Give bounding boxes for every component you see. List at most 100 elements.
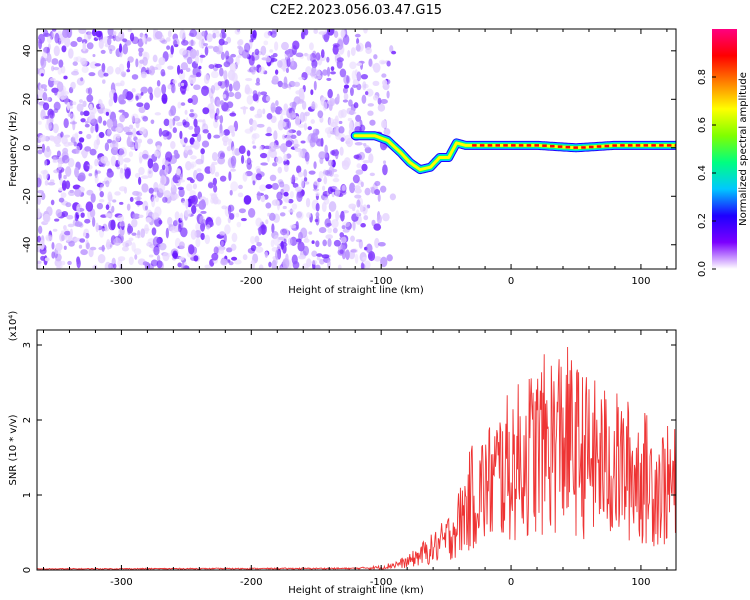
noise-blob [363, 215, 369, 221]
noise-blob [293, 81, 301, 87]
noise-blob [244, 42, 251, 53]
noise-blob [95, 170, 102, 174]
noise-blob [177, 262, 182, 268]
noise-blob [88, 248, 94, 258]
noise-blob [374, 180, 381, 187]
noise-blob [191, 94, 199, 106]
noise-blob [210, 70, 219, 79]
noise-blob [184, 109, 188, 115]
noise-blob [74, 132, 79, 140]
noise-blob [72, 61, 78, 66]
noise-blob [167, 84, 172, 90]
noise-blob [105, 213, 112, 218]
noise-blob [122, 43, 129, 55]
noise-blob [221, 205, 228, 210]
noise-blob [268, 261, 272, 268]
noise-blob [373, 223, 382, 231]
noise-blob [258, 264, 264, 269]
noise-blob [181, 200, 189, 206]
noise-blob [217, 156, 226, 165]
noise-blob [336, 57, 344, 63]
noise-blob [199, 52, 203, 64]
noise-blob [202, 42, 209, 47]
noise-blob [316, 255, 321, 261]
noise-blob [255, 82, 261, 86]
noise-blob [318, 31, 327, 35]
noise-blob [354, 253, 359, 264]
noise-blob [322, 190, 330, 197]
noise-blob [283, 238, 287, 244]
y-tick-label: 40 [22, 44, 33, 57]
noise-blob [348, 99, 353, 107]
noise-blob [247, 208, 256, 218]
noise-blob [251, 133, 257, 142]
noise-blob [38, 212, 44, 217]
noise-blob [293, 143, 300, 148]
noise-blob [102, 120, 107, 126]
noise-blob [355, 42, 364, 52]
noise-blob [295, 52, 304, 58]
noise-blob [37, 235, 42, 243]
noise-blob [372, 95, 379, 101]
noise-blob [188, 125, 194, 130]
noise-blob [356, 62, 363, 67]
noise-blob [61, 154, 70, 164]
noise-blob [282, 183, 290, 193]
noise-blob [282, 63, 287, 72]
noise-blob [140, 228, 146, 238]
noise-blob [53, 66, 59, 71]
noise-blob [304, 181, 310, 185]
noise-blob [89, 107, 97, 115]
noise-blob [256, 191, 261, 201]
noise-blob [272, 162, 278, 167]
noise-blob [168, 118, 173, 129]
noise-blob [234, 259, 242, 265]
noise-blob [112, 263, 117, 269]
noise-blob [268, 212, 276, 221]
noise-blob [231, 160, 236, 169]
noise-blob [237, 40, 243, 46]
noise-blob [37, 195, 42, 206]
noise-blob [223, 129, 230, 136]
noise-blob [158, 244, 162, 249]
noise-blob [118, 43, 123, 53]
noise-blob [77, 172, 86, 182]
noise-blob [313, 29, 318, 34]
noise-blob [148, 170, 152, 174]
noise-blob [231, 72, 238, 83]
noise-blob [342, 29, 346, 37]
noise-blob [363, 83, 369, 89]
noise-blob [92, 53, 96, 58]
figure-title: C2E2.2023.056.03.47.G15 [270, 3, 442, 18]
noise-blob [180, 82, 185, 87]
noise-blob [330, 71, 336, 75]
noise-blob [310, 119, 315, 125]
noise-blob [170, 226, 175, 232]
noise-blob [152, 54, 158, 63]
noise-blob [311, 260, 318, 265]
noise-blob [188, 39, 196, 47]
noise-blob [105, 111, 110, 116]
noise-blob [209, 163, 216, 175]
noise-blob [44, 180, 49, 186]
noise-blob [142, 261, 149, 266]
noise-blob [106, 65, 114, 75]
noise-blob [256, 123, 265, 128]
noise-blob [38, 38, 43, 50]
noise-blob [140, 86, 148, 94]
noise-blob [241, 49, 250, 59]
noise-blob [354, 188, 362, 194]
noise-blob [99, 191, 104, 198]
noise-blob [128, 237, 134, 242]
noise-blob [40, 192, 46, 200]
noise-blob [78, 99, 84, 103]
noise-blob [53, 45, 60, 57]
noise-blob [251, 119, 258, 131]
noise-blob [107, 29, 114, 37]
noise-blob [181, 261, 185, 269]
noise-blob [165, 227, 169, 239]
noise-blob [367, 250, 376, 262]
noise-blob [128, 124, 134, 130]
noise-blob [292, 101, 297, 111]
